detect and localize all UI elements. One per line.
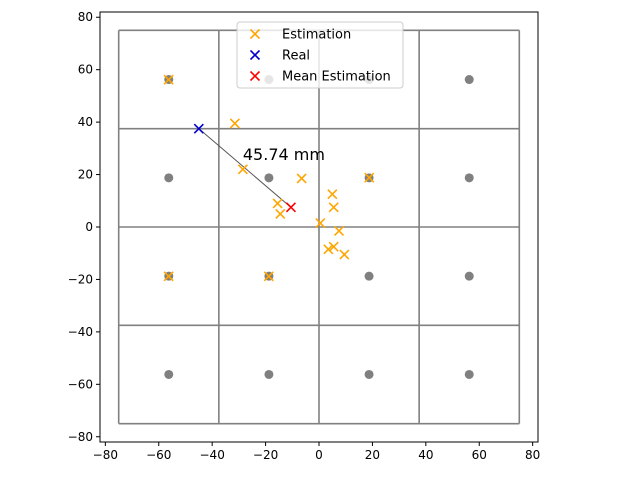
legend-label: Estimation <box>282 28 351 43</box>
legend-marker <box>249 70 261 82</box>
distance-annotation: 45.74 mm <box>243 145 325 164</box>
reference-point <box>364 369 374 379</box>
data-point <box>237 164 248 175</box>
reference-point <box>164 173 174 183</box>
x-tick-label: −60 <box>146 448 171 462</box>
data-point <box>272 198 283 209</box>
data-point <box>328 241 339 252</box>
reference-point <box>464 173 474 183</box>
x-tick-label: −80 <box>93 448 118 462</box>
y-tick-label: −80 <box>68 430 93 444</box>
series-estimation <box>163 74 375 282</box>
legend: Estimation Real Mean Estimation <box>236 21 404 89</box>
data-point <box>296 173 307 184</box>
x-tick-label: 80 <box>525 448 540 462</box>
data-point <box>328 202 339 213</box>
data-point <box>263 271 274 282</box>
legend-marker <box>249 49 261 61</box>
reference-point <box>364 271 374 281</box>
legend-box <box>236 21 404 89</box>
reference-point <box>264 173 274 183</box>
series-mean-estimation <box>285 202 297 213</box>
data-point <box>323 244 334 255</box>
data-point <box>163 271 174 282</box>
legend-label: Mean Estimation <box>282 70 391 85</box>
y-tick-label: 40 <box>78 115 93 129</box>
data-point <box>315 218 326 229</box>
data-point <box>364 172 375 183</box>
data-point <box>339 249 350 260</box>
data-point <box>229 118 240 129</box>
data-point <box>163 74 174 85</box>
data-point <box>327 189 338 200</box>
x-tick-label: −20 <box>253 448 278 462</box>
reference-point <box>264 369 274 379</box>
data-point <box>333 225 345 236</box>
y-tick-label: −20 <box>68 272 93 286</box>
y-tick-label: −40 <box>68 325 93 339</box>
x-tick-label: −40 <box>200 448 225 462</box>
series-real <box>193 123 204 134</box>
legend-label: Real <box>282 49 310 64</box>
x-tick-label: 60 <box>472 448 487 462</box>
y-tick-label: 60 <box>78 63 93 77</box>
reference-point <box>164 369 174 379</box>
reference-point <box>464 75 474 85</box>
y-tick-label: 0 <box>85 220 93 234</box>
x-axis: −80 −60 −40 −20 0 20 40 60 80 <box>93 442 540 462</box>
reference-point <box>464 271 474 281</box>
y-tick-label: 20 <box>78 168 93 182</box>
x-tick-label: 40 <box>418 448 433 462</box>
boundary-grid <box>117 29 521 425</box>
x-tick-label: 0 <box>315 448 323 462</box>
data-point <box>193 123 204 134</box>
legend-marker <box>249 28 261 40</box>
y-tick-label: 80 <box>78 10 93 24</box>
y-axis: −80 −60 −40 −20 0 20 40 60 80 <box>68 10 100 444</box>
data-point <box>275 208 286 219</box>
reference-point <box>464 369 474 379</box>
x-tick-label: 20 <box>365 448 380 462</box>
data-point <box>285 202 297 213</box>
y-tick-label: −60 <box>68 377 93 391</box>
